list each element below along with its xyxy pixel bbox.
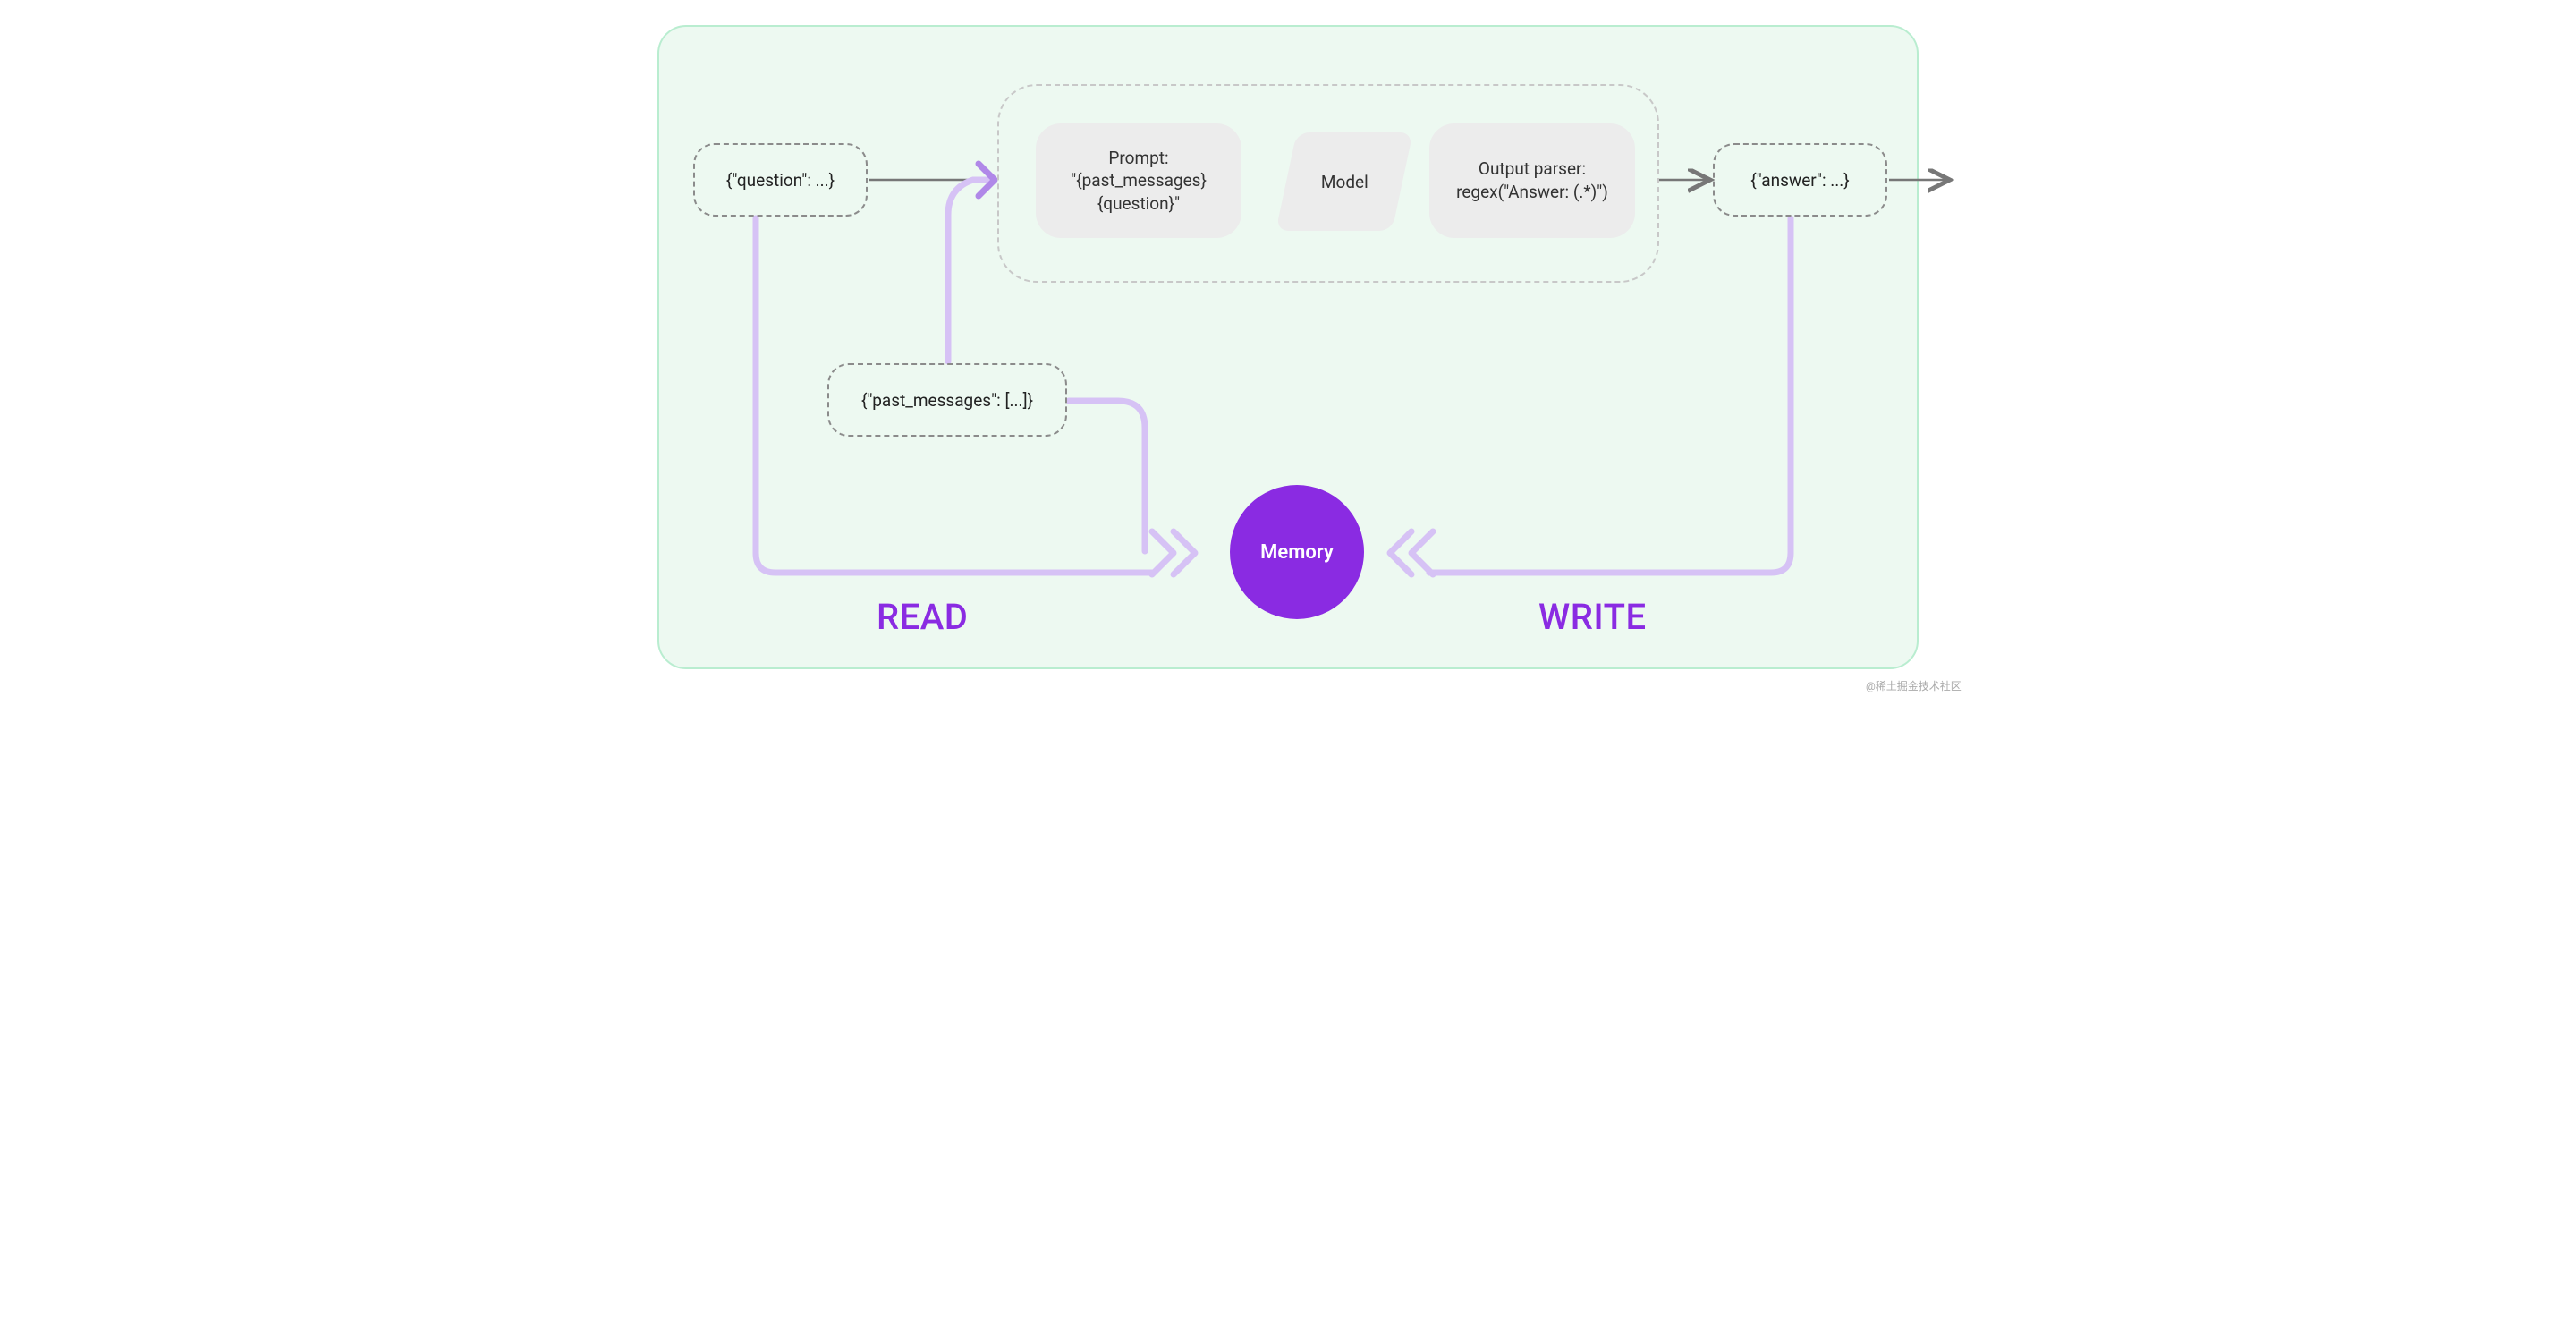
model-label: Model	[1321, 172, 1368, 192]
prompt-line1: Prompt:	[1108, 147, 1168, 170]
node-model: Model	[1275, 132, 1412, 231]
memory-label: Memory	[1260, 541, 1334, 564]
node-answer: {"answer": ...}	[1713, 143, 1887, 217]
parser-line1: Output parser:	[1479, 157, 1586, 181]
node-question: {"question": ...}	[693, 143, 868, 217]
answer-label: {"answer": ...}	[1750, 170, 1849, 191]
write-label: WRITE	[1538, 596, 1647, 638]
read-label: READ	[877, 596, 968, 638]
question-label: {"question": ...}	[726, 170, 835, 191]
past-messages-label: {"past_messages": [...]}	[861, 390, 1033, 411]
prompt-line3: {question}"	[1097, 192, 1180, 216]
prompt-line2: "{past_messages}	[1071, 169, 1207, 192]
watermark: @稀土掘金技术社区	[1866, 678, 1962, 693]
node-memory: Memory	[1230, 485, 1364, 619]
parser-line2: regex("Answer: (.*)")	[1456, 181, 1608, 204]
node-output-parser: Output parser: regex("Answer: (.*)")	[1429, 123, 1635, 238]
node-past-messages: {"past_messages": [...]}	[827, 363, 1067, 437]
node-prompt: Prompt: "{past_messages} {question}"	[1036, 123, 1241, 238]
diagram-canvas: {"question": ...} {"past_messages": [...…	[608, 0, 1968, 694]
